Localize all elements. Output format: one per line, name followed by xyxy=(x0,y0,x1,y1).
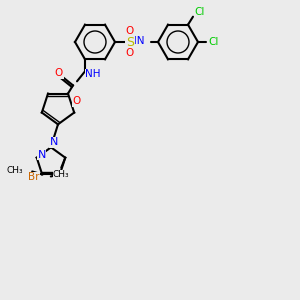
Text: N: N xyxy=(50,137,58,147)
Text: HN: HN xyxy=(128,36,144,46)
Text: O: O xyxy=(126,48,134,58)
Text: O: O xyxy=(126,26,134,36)
Text: Cl: Cl xyxy=(195,7,205,17)
Text: N: N xyxy=(38,150,46,160)
Text: NH: NH xyxy=(85,69,101,79)
Text: CH₃: CH₃ xyxy=(53,170,70,179)
Text: CH₃: CH₃ xyxy=(7,166,23,175)
Text: S: S xyxy=(126,35,134,49)
Text: O: O xyxy=(73,96,81,106)
Text: Br: Br xyxy=(28,172,40,182)
Text: Cl: Cl xyxy=(209,37,219,47)
Text: O: O xyxy=(55,68,63,78)
